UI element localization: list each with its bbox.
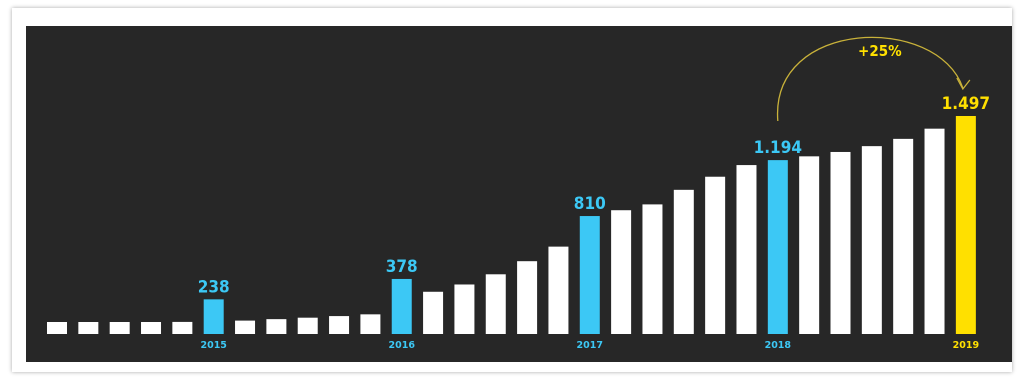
bar-24 — [799, 156, 820, 334]
bar-27 — [893, 138, 914, 334]
bar-14 — [485, 274, 506, 334]
bar-2 — [109, 322, 130, 334]
bar-25 — [830, 151, 851, 334]
bar-8 — [297, 317, 318, 334]
bar-6 — [235, 320, 256, 334]
bar-4 — [172, 321, 193, 334]
bar-26 — [861, 146, 882, 334]
bar-22 — [736, 165, 757, 334]
year-label-2015: 2015 — [200, 340, 226, 351]
value-label-2018: 1.194 — [754, 138, 802, 158]
value-label-2015: 238 — [198, 277, 230, 297]
bar-9 — [329, 316, 350, 334]
year-label-2017: 2017 — [577, 340, 603, 351]
value-label-2019: 1.497 — [942, 94, 990, 114]
bar-11 — [391, 278, 412, 334]
bar-15 — [517, 261, 538, 334]
growth-annotation: +25% — [858, 42, 902, 60]
bar-5 — [203, 299, 224, 334]
bar-0 — [47, 322, 67, 334]
bar-18 — [611, 210, 632, 334]
bar-16 — [548, 246, 569, 334]
growth-arrow-head-icon — [956, 77, 971, 91]
growth-arrow — [777, 36, 964, 122]
value-label-2017: 810 — [574, 194, 606, 214]
bar-1 — [78, 322, 99, 334]
value-label-2016: 378 — [386, 257, 418, 277]
chart-panel: 238 2015 378 2016 810 2017 1.194 2018 1.497 2019 +… — [26, 26, 1012, 362]
bar-10 — [360, 314, 381, 334]
bar-chart: 238 2015 378 2016 810 2017 1.194 2018 1.497 2019 +… — [47, 36, 990, 351]
bar-19 — [642, 204, 663, 334]
bar-12 — [423, 291, 444, 334]
bar-17 — [579, 216, 600, 334]
bar-13 — [454, 284, 475, 334]
bar-23 — [767, 160, 788, 334]
bar-28 — [924, 128, 945, 334]
bar-29 — [955, 116, 976, 334]
year-label-2016: 2016 — [389, 340, 416, 351]
bar-21 — [705, 176, 726, 334]
year-label-2018: 2018 — [765, 340, 792, 351]
bar-20 — [673, 189, 694, 334]
bar-7 — [266, 319, 287, 334]
bar-3 — [141, 322, 162, 334]
chart-frame: 238 2015 378 2016 810 2017 1.194 2018 1.497 2019 +… — [12, 8, 1012, 372]
year-label-2019: 2019 — [953, 340, 979, 351]
